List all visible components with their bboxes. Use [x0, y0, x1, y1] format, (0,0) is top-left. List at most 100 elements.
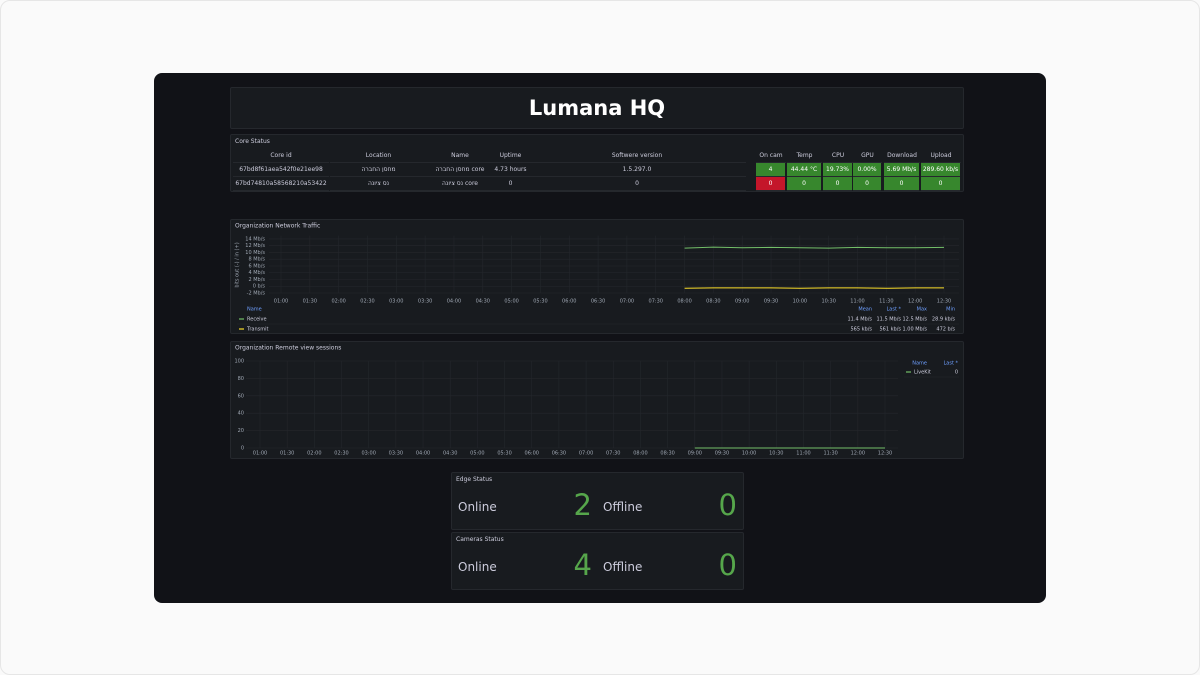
- column-header: Download: [884, 149, 920, 163]
- chart-title: Organization Network Traffic: [235, 223, 320, 230]
- table-cell: 0: [787, 177, 821, 191]
- legend-stat: 472 b/s: [936, 327, 955, 333]
- x-tick-label: 07:00: [579, 451, 593, 457]
- y-tick-label: 12 Mb/s: [245, 243, 265, 249]
- table-cell: 67bd74810a58568210a53422: [233, 177, 329, 191]
- legend-header: Name: [247, 307, 262, 313]
- x-tick-label: 11:00: [850, 299, 864, 305]
- table-cell: 289.60 kb/s: [921, 163, 960, 177]
- x-tick-label: 07:30: [649, 299, 663, 305]
- x-tick-label: 11:30: [823, 451, 837, 457]
- x-tick-label: 02:30: [360, 299, 374, 305]
- x-tick-label: 09:00: [735, 299, 749, 305]
- x-tick-label: 08:00: [633, 451, 647, 457]
- x-tick-label: 05:30: [497, 451, 511, 457]
- table-cell: 0: [528, 177, 746, 191]
- table-cell: נס ציונה: [330, 177, 427, 191]
- x-tick-label: 12:00: [851, 451, 865, 457]
- y-tick-label: 6 Mb/s: [248, 263, 265, 269]
- stat-value: 0: [718, 548, 737, 582]
- legend-name: Receive: [247, 317, 267, 323]
- stat-label: Online: [458, 500, 497, 514]
- x-tick-label: 03:00: [389, 299, 403, 305]
- legend-header: Min: [946, 307, 955, 313]
- table-cell: 5.69 Mb/s: [884, 163, 919, 177]
- x-tick-label: 04:00: [416, 451, 430, 457]
- x-tick-label: 06:30: [552, 451, 566, 457]
- dashboard: Lumana HQ Core Status Core id Location Nam…: [154, 73, 1046, 603]
- y-tick-label: 0: [241, 446, 244, 452]
- column-header: Upload: [921, 149, 961, 163]
- x-tick-label: 05:00: [504, 299, 518, 305]
- x-tick-label: 12:00: [908, 299, 922, 305]
- table-cell: 4.73 hours: [493, 163, 528, 177]
- x-tick-label: 12:30: [937, 299, 951, 305]
- network-panel: Organization Network Traffic bits out (-)…: [230, 219, 964, 334]
- x-tick-label: 09:30: [715, 451, 729, 457]
- x-tick-label: 08:30: [706, 299, 720, 305]
- table-cell: 19.73%: [823, 163, 852, 177]
- table-cell: 67bd8f61aea542f0e21ee98: [233, 163, 329, 177]
- table-cell: 0: [823, 177, 852, 191]
- x-tick-label: 09:30: [764, 299, 778, 305]
- x-tick-label: 07:30: [606, 451, 620, 457]
- x-tick-label: 10:30: [769, 451, 783, 457]
- chart-title: Organization Remote view sessions: [235, 345, 341, 352]
- stat-label: Offline: [603, 560, 643, 574]
- x-tick-label: 02:30: [334, 451, 348, 457]
- x-tick-label: 08:00: [677, 299, 691, 305]
- table-cell: מחסן החברה: [330, 163, 427, 177]
- x-tick-label: 01:30: [280, 451, 294, 457]
- table-cell: 0: [921, 177, 960, 191]
- legend-header: Max: [917, 307, 927, 313]
- column-header: On cam: [756, 149, 786, 163]
- legend-stat: 11.4 Mb/s: [848, 317, 873, 323]
- y-axis-label: bits out (-) / in (+): [235, 242, 241, 287]
- table-cell: 1.5.297.0: [528, 163, 746, 177]
- x-tick-label: 11:00: [796, 451, 810, 457]
- table-cell: 4: [756, 163, 785, 177]
- legend-header: Mean: [858, 307, 872, 313]
- y-tick-label: 40: [238, 411, 244, 417]
- x-tick-label: 02:00: [307, 451, 321, 457]
- panel-title: Core Status: [235, 138, 270, 145]
- stat-label: Offline: [603, 500, 643, 514]
- x-tick-label: 03:30: [418, 299, 432, 305]
- edge-status-panel: Edge Status Online 2 Offline 0: [451, 472, 744, 530]
- legend-stat: 561 kb/s: [880, 327, 902, 333]
- y-tick-label: 4 Mb/s: [248, 270, 265, 276]
- x-tick-label: 07:00: [620, 299, 634, 305]
- table-cell: מחסן החברה core: [427, 163, 493, 177]
- table-cell: 0.00%: [853, 163, 881, 177]
- stat-value: 0: [718, 488, 737, 522]
- y-tick-label: 60: [238, 393, 244, 399]
- x-tick-label: 10:00: [742, 451, 756, 457]
- x-tick-label: 04:30: [443, 451, 457, 457]
- y-tick-label: 14 Mb/s: [245, 236, 265, 242]
- table-cell: נס ציונה core: [427, 177, 493, 191]
- legend-header: Last *: [943, 361, 958, 367]
- x-tick-label: 05:30: [533, 299, 547, 305]
- x-tick-label: 06:00: [525, 451, 539, 457]
- x-tick-label: 04:00: [447, 299, 461, 305]
- stat-value: 2: [573, 488, 592, 522]
- x-tick-label: 06:30: [591, 299, 605, 305]
- y-tick-label: 20: [238, 428, 244, 434]
- column-header: GPU: [853, 149, 882, 163]
- x-tick-label: 04:30: [476, 299, 490, 305]
- legend-stat: 11.5 Mb/s: [877, 317, 902, 323]
- title-panel: Lumana HQ: [230, 87, 964, 129]
- column-header: CPU: [823, 149, 853, 163]
- column-header: Name: [427, 149, 493, 163]
- y-tick-label: 10 Mb/s: [245, 250, 265, 256]
- x-tick-label: 12:30: [878, 451, 892, 457]
- table-cell: 0: [884, 177, 919, 191]
- column-header: Location: [330, 149, 427, 163]
- x-tick-label: 01:30: [303, 299, 317, 305]
- table-cell: 0: [756, 177, 785, 191]
- legend-stat: 0: [955, 370, 958, 376]
- legend-header: Last *: [886, 307, 901, 313]
- legend-stat: 28.9 kb/s: [932, 317, 955, 323]
- column-header: Core id: [233, 149, 329, 163]
- table-cell: 44.44 °C: [787, 163, 821, 177]
